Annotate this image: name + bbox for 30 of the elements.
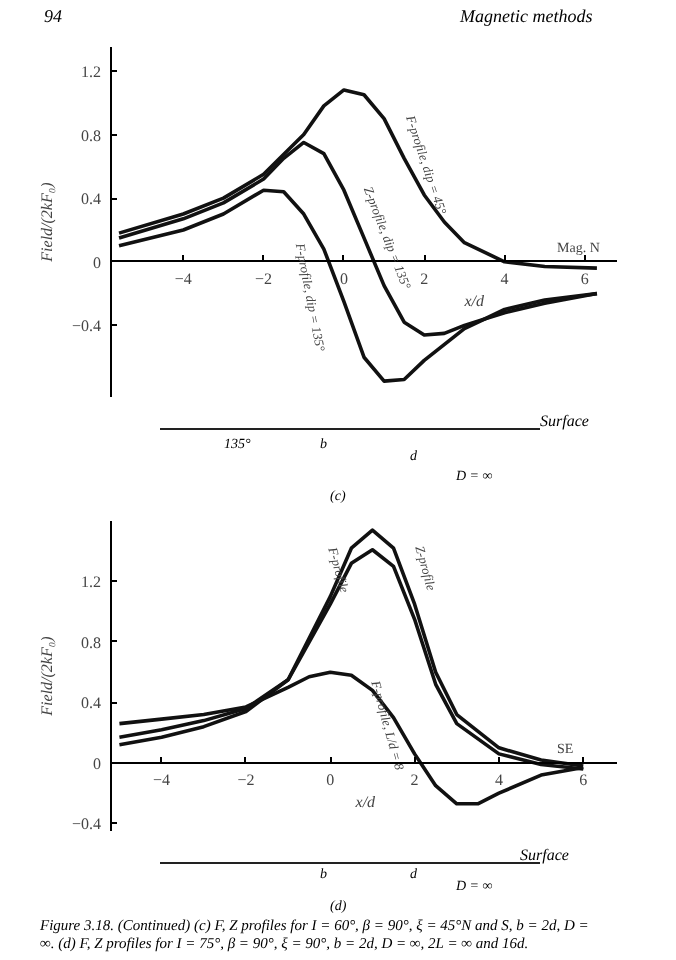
y-tick-label: 1.2: [81, 62, 101, 81]
text: Magnetic methods: [460, 4, 595, 30]
x-tick-label: 4: [500, 269, 509, 288]
x-axis-title: x/d: [353, 792, 378, 811]
y-axis-title: Field/(2kF₀): [37, 181, 56, 264]
x-tick-label: −4: [174, 269, 192, 288]
y-tick-label: 0.8: [81, 126, 101, 145]
x-tick-label: −2: [237, 770, 255, 789]
y-tick-label: 0.8: [81, 633, 101, 652]
x-tick-label: 6: [580, 269, 589, 288]
y-tick-label: 0.4: [81, 190, 101, 209]
x-tick-label: 4: [494, 770, 503, 789]
y-tick-label: 0: [93, 253, 101, 272]
y-tick-label: −0.4: [71, 317, 102, 336]
x-tick-label: 0: [339, 269, 348, 288]
x-axis-title: x/d: [462, 291, 486, 310]
y-tick-label: 0.4: [81, 694, 101, 713]
x-tick-label: −4: [153, 770, 171, 789]
x-tick-label: 2: [410, 770, 419, 789]
y-tick-label: 1.2: [81, 573, 101, 592]
text: Surface: [540, 410, 591, 433]
text: Surface: [520, 844, 571, 867]
x-tick-label: −2: [255, 269, 273, 288]
x-tick-label: 0: [326, 770, 335, 789]
text: 94: [44, 4, 64, 30]
x-tick-label: 6: [579, 770, 588, 789]
x-tick-label: 2: [420, 269, 429, 288]
y-tick-label: 0: [93, 754, 101, 773]
y-axis-title: Field/(2kF₀): [37, 635, 56, 718]
y-tick-label: −0.4: [71, 815, 102, 834]
